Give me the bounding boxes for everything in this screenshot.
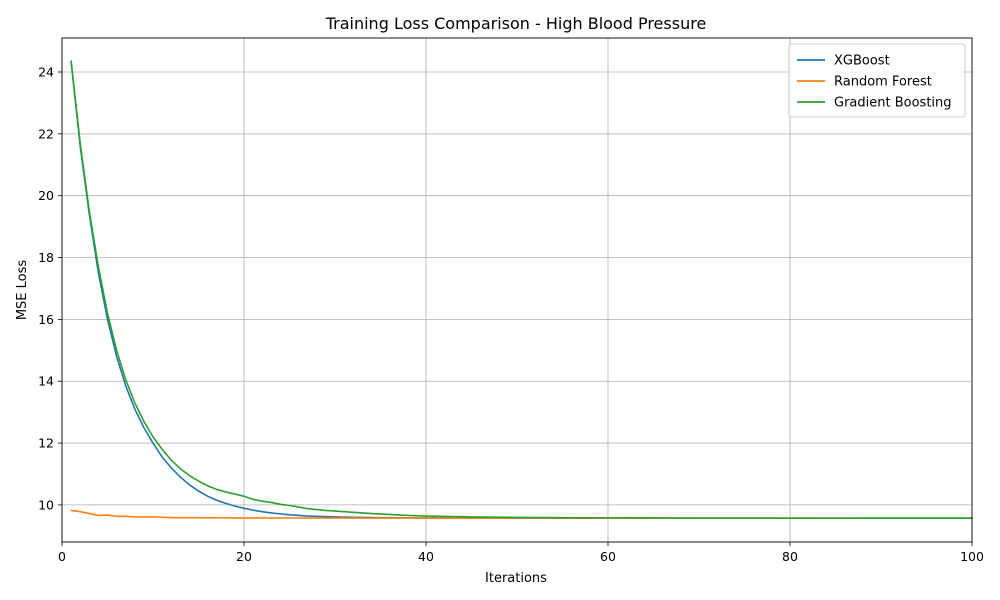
x-tick-label: 60: [600, 549, 616, 564]
x-axis-label: Iterations: [485, 571, 547, 586]
x-tick-label: 0: [58, 549, 66, 564]
series-line-gradient-boosting: [70, 60, 973, 519]
y-axis-label: MSE Loss: [15, 260, 30, 321]
x-tick-label: 20: [236, 549, 252, 564]
legend-label: Gradient Boosting: [834, 96, 952, 111]
y-tick-label: 16: [38, 312, 54, 327]
y-tick-label: 12: [38, 436, 54, 451]
y-tick-label: 18: [38, 250, 54, 265]
series-lines: [70, 60, 973, 519]
y-tick-label: 24: [38, 65, 54, 80]
x-tick-label: 100: [960, 549, 984, 564]
legend-label: Random Forest: [834, 75, 932, 90]
axis-ticks: 0 20 40 60 80 100 10 12 14 16 18 20 22 24: [38, 65, 984, 564]
y-tick-label: 10: [38, 497, 54, 512]
x-tick-label: 40: [418, 549, 434, 564]
plot-frame: [61, 37, 973, 543]
y-tick-label: 14: [38, 374, 54, 389]
x-tick-label: 80: [782, 549, 798, 564]
y-tick-label: 20: [38, 188, 54, 203]
series-line-xgboost: [70, 60, 973, 519]
plot-area-border: [61, 37, 973, 543]
y-tick-label: 22: [38, 126, 54, 141]
legend-box: [788, 43, 966, 118]
legend-label: XGBoost: [834, 54, 890, 69]
chart-title: Training Loss Comparison - High Blood Pr…: [325, 14, 707, 33]
legend: XGBoost Random Forest Gradient Boosting: [788, 43, 966, 118]
